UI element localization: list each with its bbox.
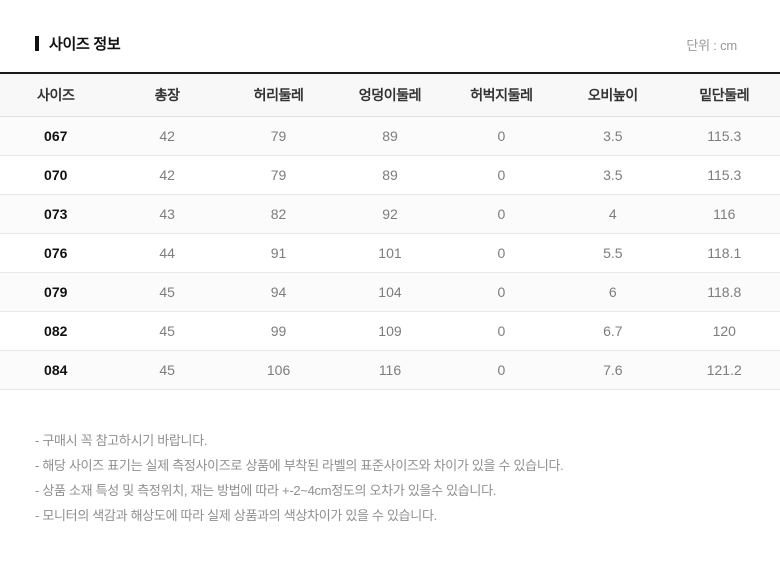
table-row: 082 45 99 109 0 6.7 120 (0, 311, 780, 350)
value-cell: 42 (159, 127, 175, 144)
value-cell: 115.3 (707, 127, 742, 144)
size-cell: 084 (44, 361, 68, 378)
value-cell: 91 (270, 244, 287, 261)
value-cell: 94 (270, 283, 287, 300)
column-header-2: 허리둘레 (253, 86, 304, 103)
note-line: - 상품 소재 특성 및 측정위치, 재는 방법에 따라 +-2~4cm정도의 … (35, 482, 497, 498)
value-cell: 42 (159, 166, 175, 183)
value-cell: 121.2 (706, 361, 742, 378)
value-cell: 79 (270, 127, 287, 144)
value-cell: 5.5 (603, 244, 623, 261)
value-cell: 92 (382, 205, 398, 222)
value-cell: 43 (159, 205, 175, 222)
value-cell: 0 (497, 322, 506, 339)
value-cell: 101 (378, 244, 402, 261)
table-row: 084 45 106 116 0 7.6 121.2 (0, 350, 780, 389)
table-row: 079 45 94 104 0 6 118.8 (0, 272, 780, 311)
value-cell: 6.7 (603, 322, 623, 339)
size-table: 사이즈 총장 허리둘레 엉덩이둘레 허벅지둘레 오비높이 밑단둘레 067 42 79 89 0 3.… (0, 72, 780, 390)
value-cell: 118.1 (707, 244, 742, 261)
note-line: - 해당 사이즈 표기는 실제 측정사이즈로 상품에 부착된 라벨의 표준사이즈… (35, 457, 564, 473)
value-cell: 104 (378, 283, 402, 300)
table-row: 070 42 79 89 0 3.5 115.3 (0, 155, 780, 194)
value-cell: 45 (159, 283, 175, 300)
value-cell: 109 (378, 322, 402, 339)
column-header-0: 사이즈 (36, 86, 75, 103)
note-line: - 모니터의 색감과 해상도에 따라 실제 상품과의 색상차이가 있을 수 있습… (35, 507, 437, 523)
value-cell: 45 (159, 361, 175, 378)
column-header-6: 밑단둘레 (699, 86, 750, 103)
table-row: 076 44 91 101 0 5.5 118.1 (0, 233, 780, 272)
size-cell: 070 (44, 166, 68, 183)
value-cell: 3.5 (603, 166, 623, 183)
size-table-body: 067 42 79 89 0 3.5 115.3 070 42 79 89 0 3.5 115.3 073 4… (0, 116, 780, 389)
table-row: 073 43 82 92 0 4 116 (0, 194, 780, 233)
size-cell: 073 (44, 205, 68, 222)
value-cell: 44 (159, 244, 175, 261)
size-cell: 079 (44, 283, 68, 300)
column-header-3: 엉덩이둘레 (358, 86, 422, 103)
title-accent-bar-icon (35, 36, 39, 51)
value-cell: 0 (497, 244, 506, 261)
value-cell: 0 (497, 283, 506, 300)
column-header-1: 총장 (154, 86, 180, 103)
value-cell: 3.5 (603, 127, 623, 144)
value-cell: 89 (382, 127, 398, 144)
value-cell: 106 (266, 361, 291, 378)
size-table-head: 사이즈 총장 허리둘레 엉덩이둘레 허벅지둘레 오비높이 밑단둘레 (0, 73, 780, 116)
table-row: 067 42 79 89 0 3.5 115.3 (0, 116, 780, 155)
section-header: 사이즈 정보 단위 : cm (0, 0, 780, 54)
value-cell: 0 (497, 361, 506, 378)
value-cell: 45 (159, 322, 175, 339)
size-cell: 067 (44, 127, 68, 144)
value-cell: 115.3 (707, 166, 742, 183)
value-cell: 0 (497, 166, 506, 183)
header-row: 사이즈 총장 허리둘레 엉덩이둘레 허벅지둘레 오비높이 밑단둘레 (0, 73, 780, 116)
page-title: 사이즈 정보 (49, 36, 121, 53)
value-cell: 4 (608, 205, 617, 222)
value-cell: 7.6 (603, 361, 623, 378)
value-cell: 116 (378, 361, 402, 378)
value-cell: 0 (497, 127, 506, 144)
value-cell: 89 (382, 166, 398, 183)
unit-label: 단위 : cm (686, 38, 737, 53)
value-cell: 0 (497, 205, 506, 222)
note-line: - 구매시 꼭 참고하시기 바랍니다. (35, 432, 208, 448)
value-cell: 116 (713, 205, 736, 222)
notes-section: - 구매시 꼭 참고하시기 바랍니다. - 해당 사이즈 표기는 실제 측정사이즈… (35, 428, 780, 528)
value-cell: 118.8 (707, 283, 742, 300)
size-cell: 076 (44, 244, 68, 261)
value-cell: 6 (608, 283, 617, 300)
size-cell: 082 (44, 322, 68, 339)
column-header-4: 허벅지둘레 (470, 86, 533, 103)
value-cell: 120 (712, 322, 736, 339)
value-cell: 82 (270, 205, 287, 222)
value-cell: 99 (270, 322, 287, 339)
value-cell: 79 (270, 166, 287, 183)
title-wrap: 사이즈 정보 (35, 33, 121, 54)
column-header-5: 오비높이 (587, 86, 638, 103)
